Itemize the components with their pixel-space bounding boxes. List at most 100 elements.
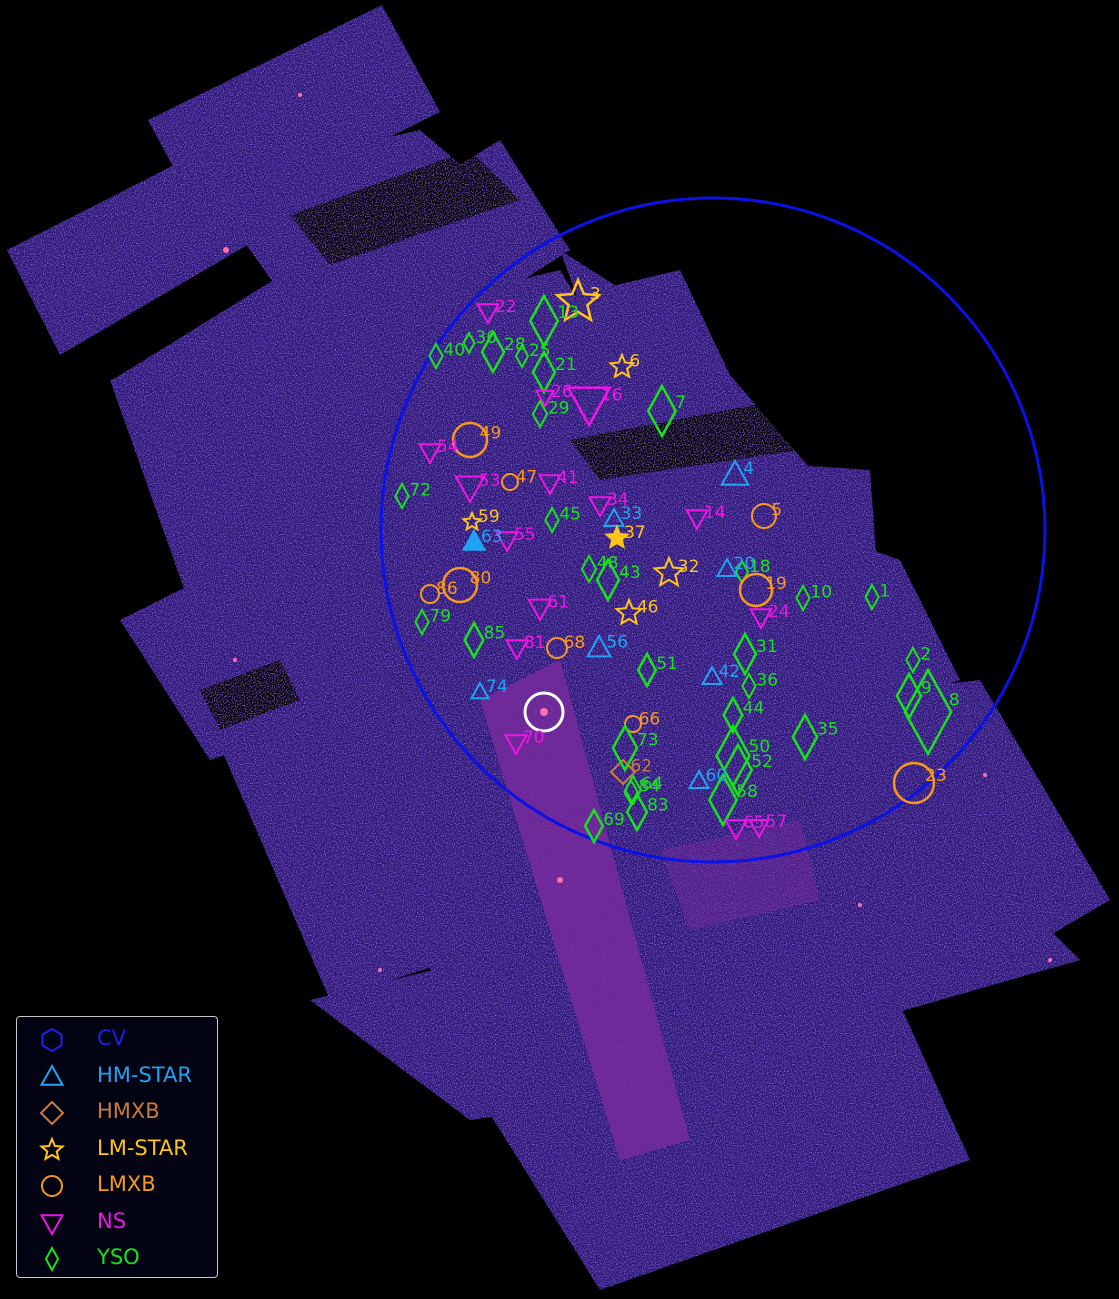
strip-band — [660, 820, 820, 930]
source-label: 29 — [548, 398, 570, 418]
marker-hm-star — [719, 458, 751, 486]
bright-spot — [298, 93, 302, 97]
marker-yso — [394, 481, 410, 511]
marker-yso — [462, 330, 476, 356]
marker-ns — [748, 608, 774, 631]
field-tile-noise — [560, 250, 820, 480]
source-label: 21 — [555, 355, 577, 375]
target-circle — [523, 691, 565, 733]
source-markers: 1234567891013141618192021222324252628293… — [394, 276, 960, 845]
marker-ns — [534, 389, 556, 409]
hexagon-icon — [41, 1027, 63, 1053]
marker-ns — [526, 598, 554, 623]
marker-lm-star — [608, 352, 636, 379]
marker-yso — [741, 671, 757, 701]
source-label: 65 — [743, 813, 765, 833]
marker-lmxb — [892, 761, 936, 805]
source-label: 34 — [607, 490, 629, 510]
source-label: 16 — [601, 386, 623, 406]
legend-label: NS — [97, 1208, 127, 1233]
source-label: 20 — [734, 554, 756, 574]
source-label: 79 — [429, 607, 451, 627]
legend-label: LM-STAR — [97, 1135, 188, 1160]
marker-ns — [494, 531, 520, 554]
source-label: 60 — [706, 766, 728, 786]
marker-yso — [480, 329, 506, 375]
marker-lmxb — [501, 473, 519, 491]
source-label: 58 — [736, 782, 758, 802]
legend-entry: LMXB — [17, 1167, 217, 1199]
marker-hm-star — [687, 768, 711, 789]
marker-ns — [503, 734, 529, 757]
marker-lmxb — [420, 584, 440, 604]
source-label: 70 — [523, 728, 545, 748]
diamond-thin-icon — [44, 1245, 60, 1273]
marker-lmxb — [751, 503, 777, 529]
source-label: 22 — [495, 297, 517, 317]
field-tile-noise — [200, 130, 560, 320]
marker-lm-star — [554, 276, 602, 323]
marker-yso — [795, 583, 811, 613]
marker-ns — [587, 496, 613, 519]
bright-spot — [983, 773, 987, 777]
source-label: 54 — [437, 437, 459, 457]
bright-spot — [858, 903, 862, 907]
point-sources — [223, 93, 1052, 972]
source-label: 64 — [641, 774, 663, 794]
bright-strip — [480, 660, 820, 1160]
source-label: 4 — [743, 459, 754, 479]
marker-yso — [905, 645, 921, 675]
marker-hm-star — [461, 528, 487, 551]
source-label: 19 — [765, 574, 787, 594]
source-label: 84 — [638, 777, 660, 797]
source-label: 1 — [879, 582, 890, 602]
marker-lm-star — [460, 510, 484, 532]
legend-entry: HM-STAR — [17, 1058, 217, 1090]
source-label: 23 — [925, 766, 947, 786]
marker-yso — [625, 791, 649, 833]
source-label: 68 — [564, 633, 586, 653]
marker-yso — [531, 398, 549, 430]
marker-yso — [895, 671, 923, 721]
legend-label: HM-STAR — [97, 1062, 192, 1087]
source-label: 62 — [630, 757, 652, 777]
source-label: 45 — [559, 505, 581, 525]
source-label: 40 — [443, 341, 465, 361]
legend-label: LMXB — [97, 1172, 156, 1196]
marker-lmxb — [441, 566, 479, 604]
diamond-icon — [39, 1100, 65, 1126]
source-label: 86 — [436, 579, 458, 599]
source-label: 25 — [529, 341, 551, 361]
source-label: 13 — [557, 303, 579, 323]
marker-yso — [646, 383, 678, 439]
source-label: 53 — [479, 471, 501, 491]
source-label: 31 — [756, 637, 778, 657]
legend-label: CV — [97, 1026, 127, 1050]
marker-ns — [475, 303, 501, 326]
strip-band — [480, 660, 690, 1160]
marker-yso — [623, 777, 639, 807]
marker-yso — [595, 557, 621, 603]
marker-hm-star — [602, 506, 626, 527]
marker-yso — [611, 723, 639, 773]
source-label: 9 — [921, 679, 932, 699]
source-label: 7 — [675, 393, 686, 413]
marker-yso — [414, 607, 430, 637]
marker-yso — [544, 505, 560, 535]
source-label: 35 — [817, 720, 839, 740]
bright-spot — [378, 968, 382, 972]
marker-lm-star — [652, 555, 686, 588]
marker-yso — [463, 620, 485, 660]
marker-yso — [528, 293, 560, 349]
marker-lmxb — [738, 572, 774, 608]
source-label: 41 — [557, 468, 579, 488]
source-label: 42 — [719, 662, 741, 682]
source-label: 52 — [751, 752, 773, 772]
source-label: 46 — [637, 597, 659, 617]
source-label: 80 — [470, 569, 492, 589]
legend-entry: CV — [17, 1021, 217, 1053]
circle-icon — [41, 1175, 63, 1197]
source-label: 50 — [749, 737, 771, 757]
marker-lm-star — [614, 597, 644, 626]
legend-entry: LM-STAR — [17, 1131, 217, 1163]
